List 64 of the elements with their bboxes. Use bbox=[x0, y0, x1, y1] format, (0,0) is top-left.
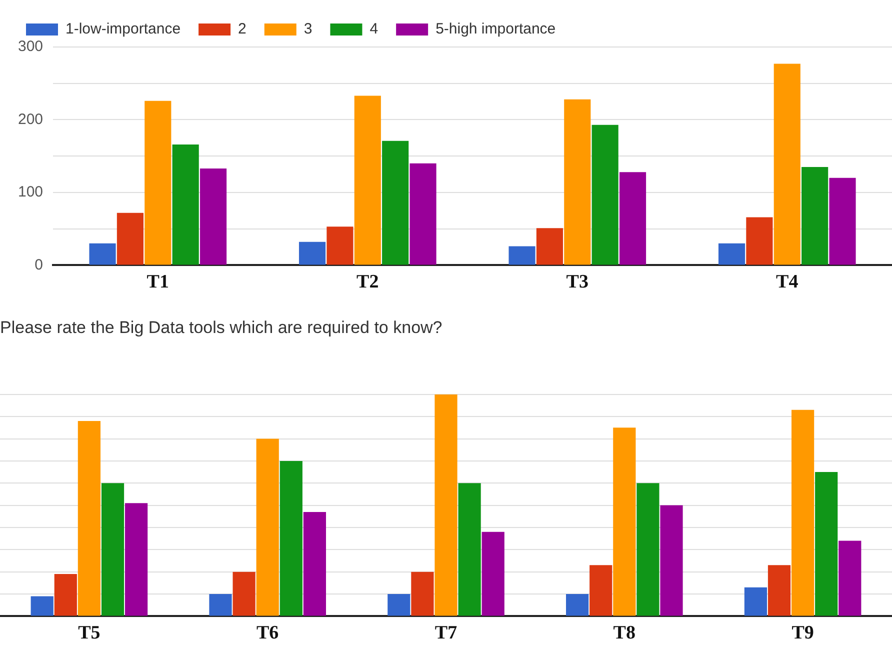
x-tick-label: T4 bbox=[776, 272, 799, 293]
bar bbox=[829, 178, 856, 265]
bar bbox=[768, 565, 791, 616]
bar bbox=[116, 212, 144, 265]
bar bbox=[592, 124, 618, 265]
bar bbox=[54, 574, 77, 616]
x-tick-label: T6 bbox=[256, 622, 279, 644]
chart-title: Please rate the Big Data tools which are required to know? bbox=[0, 318, 442, 337]
bar bbox=[718, 243, 746, 265]
bar bbox=[172, 144, 199, 265]
bar bbox=[660, 505, 683, 616]
bar bbox=[298, 242, 326, 265]
y-tick-label: 100 bbox=[18, 184, 44, 201]
bar bbox=[564, 99, 591, 265]
x-tick-label: T9 bbox=[792, 622, 814, 644]
legend-label: 3 bbox=[304, 20, 312, 38]
legend-label: 5-high importance bbox=[436, 20, 556, 38]
bar bbox=[124, 503, 148, 616]
bar bbox=[791, 410, 814, 616]
bar bbox=[508, 246, 536, 265]
y-tick-label: 200 bbox=[18, 110, 44, 128]
bar bbox=[411, 572, 434, 616]
bar bbox=[144, 100, 172, 265]
bar bbox=[744, 587, 768, 616]
x-tick-label: T7 bbox=[434, 622, 458, 644]
bar bbox=[89, 243, 116, 265]
bar bbox=[536, 228, 563, 265]
bar bbox=[232, 572, 256, 616]
x-tick-label: T5 bbox=[78, 622, 100, 644]
y-tick-label: 300 bbox=[18, 38, 44, 56]
x-tick-label: T2 bbox=[356, 272, 379, 293]
bar bbox=[636, 483, 660, 616]
bar bbox=[746, 217, 773, 265]
y-tick-label: 0 bbox=[34, 256, 44, 274]
bar bbox=[802, 167, 828, 265]
bar bbox=[410, 163, 436, 265]
bar bbox=[354, 96, 381, 265]
x-tick-label: T8 bbox=[613, 622, 636, 644]
bar bbox=[209, 594, 232, 616]
bar bbox=[566, 594, 589, 616]
bar bbox=[78, 421, 101, 616]
bar bbox=[30, 596, 54, 616]
bar bbox=[200, 168, 227, 265]
bar bbox=[482, 532, 504, 616]
bar bbox=[613, 428, 636, 616]
bar bbox=[326, 226, 354, 265]
bar bbox=[774, 64, 800, 265]
bar bbox=[256, 438, 279, 616]
bar bbox=[458, 483, 481, 616]
bar bbox=[303, 512, 326, 616]
bar bbox=[388, 594, 410, 616]
legend-label: 2 bbox=[238, 20, 246, 38]
bar bbox=[838, 540, 862, 616]
bar bbox=[101, 483, 124, 616]
bar bbox=[815, 472, 838, 616]
legend-label: 1-low-importance bbox=[66, 20, 181, 38]
bar bbox=[590, 565, 612, 616]
bar bbox=[434, 394, 458, 616]
x-tick-label: T3 bbox=[566, 272, 588, 293]
x-tick-label: T1 bbox=[146, 272, 169, 293]
bar bbox=[382, 140, 409, 265]
bar bbox=[619, 172, 646, 265]
bar bbox=[280, 460, 302, 616]
legend-label: 4 bbox=[370, 20, 378, 38]
